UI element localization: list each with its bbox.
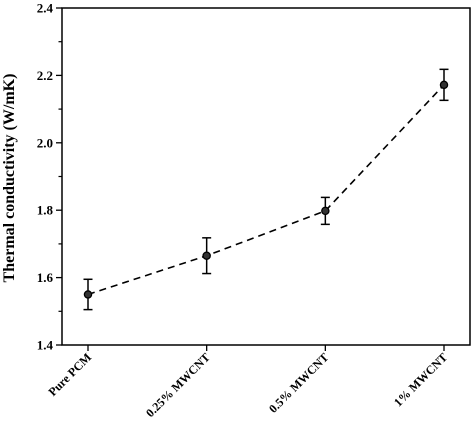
data-point: [202, 251, 211, 260]
data-point: [321, 206, 330, 216]
x-axis-tick-labels: Pure PCM 0.25% MWCNT 0.5% MWCNT 1% MWCNT: [45, 350, 450, 420]
data-point: [439, 80, 449, 90]
x-tick-label: 0.25% MWCNT: [143, 350, 213, 420]
y-tick-label: 1.4: [37, 338, 54, 353]
y-axis-tick-labels: 1.4 1.6 1.8 2.0 2.2 2.4: [37, 1, 54, 353]
x-tick-label: 0.5% MWCNT: [266, 350, 332, 416]
plot-border: [61, 7, 471, 346]
y-tick-label: 2.0: [37, 135, 53, 150]
y-axis-ticks: [56, 7, 62, 346]
x-axis-ticks: [87, 345, 445, 351]
y-tick-label: 2.4: [37, 1, 54, 16]
plot-frame: [61, 7, 471, 346]
data-point: [83, 290, 93, 299]
series-line: [87, 84, 445, 296]
x-tick-label: 1% MWCNT: [391, 350, 450, 409]
x-tick-label: Pure PCM: [45, 350, 94, 399]
y-tick-label: 1.8: [37, 203, 54, 218]
y-axis-title: Thermal conductivity (W/mK): [1, 74, 18, 283]
y-tick-label: 1.6: [37, 270, 54, 285]
series: [83, 68, 449, 311]
y-tick-label: 2.2: [37, 68, 53, 83]
